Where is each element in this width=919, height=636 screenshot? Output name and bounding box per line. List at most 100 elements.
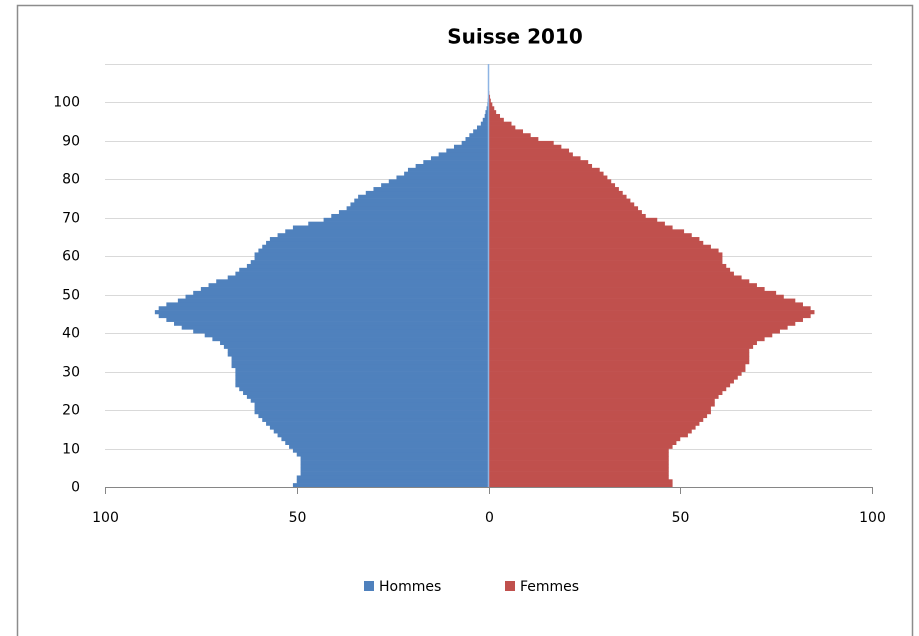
bar <box>235 371 489 376</box>
y-tick-label: 100 <box>53 95 80 111</box>
bar <box>488 148 570 153</box>
bar <box>488 252 723 257</box>
bar <box>388 179 489 184</box>
bar <box>488 225 673 230</box>
bar <box>292 225 489 230</box>
bar <box>446 148 489 153</box>
bar <box>488 156 581 161</box>
bar <box>488 160 589 165</box>
bar <box>174 321 489 326</box>
bar <box>488 221 665 226</box>
bar <box>488 444 673 449</box>
bar <box>488 121 512 126</box>
bar <box>266 421 489 426</box>
bar <box>358 194 489 199</box>
bar <box>216 279 489 284</box>
bar <box>476 125 489 130</box>
y-tick-label: 40 <box>62 326 80 342</box>
legend-label: Femmes <box>520 579 579 595</box>
bar <box>488 256 723 261</box>
bar <box>323 217 489 222</box>
bar <box>331 213 489 219</box>
bar <box>488 237 700 242</box>
bar <box>488 171 604 176</box>
y-tick-label: 60 <box>62 249 80 265</box>
bar <box>488 94 491 99</box>
bar <box>488 437 681 442</box>
bar <box>269 237 489 242</box>
bar <box>181 325 489 330</box>
bar <box>488 310 815 315</box>
bar <box>239 267 489 272</box>
bar <box>285 229 489 234</box>
bar <box>407 167 489 172</box>
bar <box>300 467 489 472</box>
bar <box>488 360 750 365</box>
bar <box>488 271 734 276</box>
bar <box>488 294 784 299</box>
bar <box>488 137 539 142</box>
bar <box>488 333 773 338</box>
bar <box>281 437 489 442</box>
bar <box>258 248 489 253</box>
y-tick-label: 20 <box>62 403 80 419</box>
bar <box>204 333 489 338</box>
bar <box>296 479 489 484</box>
bar <box>296 452 489 457</box>
bar <box>220 340 489 346</box>
bar <box>300 456 489 461</box>
bar <box>488 317 803 322</box>
bar <box>227 275 489 280</box>
bar <box>488 387 727 392</box>
bar <box>488 375 738 380</box>
bar <box>208 283 489 288</box>
y-tick-label: 80 <box>62 172 80 188</box>
bar <box>354 198 489 203</box>
bar <box>488 198 631 203</box>
bar <box>488 417 704 422</box>
bar <box>381 183 489 188</box>
bar <box>235 383 489 388</box>
bar <box>300 471 489 476</box>
bar <box>277 233 489 238</box>
bar <box>292 483 489 488</box>
bar <box>488 475 669 480</box>
bar <box>269 425 489 430</box>
bar <box>488 263 727 269</box>
bar <box>488 410 711 415</box>
bar <box>154 310 489 315</box>
bar <box>453 144 489 149</box>
bar <box>277 433 489 438</box>
bar <box>193 290 489 296</box>
bar <box>488 313 811 319</box>
bar <box>488 402 715 407</box>
bar <box>488 398 715 403</box>
bar <box>488 406 711 411</box>
bar <box>488 471 669 476</box>
bar <box>488 440 677 445</box>
bar <box>308 221 489 226</box>
bar <box>177 298 489 303</box>
y-tick-label: 90 <box>62 134 80 150</box>
bar <box>250 260 489 265</box>
bar <box>296 475 489 480</box>
bar <box>254 252 489 257</box>
bar <box>254 256 489 261</box>
bar <box>488 371 742 376</box>
bar <box>346 206 489 211</box>
bar <box>465 137 489 142</box>
bar <box>488 275 742 280</box>
chart-title: Suisse 2010 <box>447 25 583 49</box>
bar <box>243 390 489 396</box>
bar <box>250 398 489 403</box>
bar <box>488 460 669 465</box>
bar <box>273 429 489 434</box>
bar <box>193 329 489 334</box>
bar <box>488 321 796 326</box>
bar <box>488 129 524 134</box>
bar <box>166 317 489 322</box>
bar <box>488 113 501 119</box>
legend-label: Hommes <box>379 579 441 595</box>
bar <box>488 183 616 188</box>
